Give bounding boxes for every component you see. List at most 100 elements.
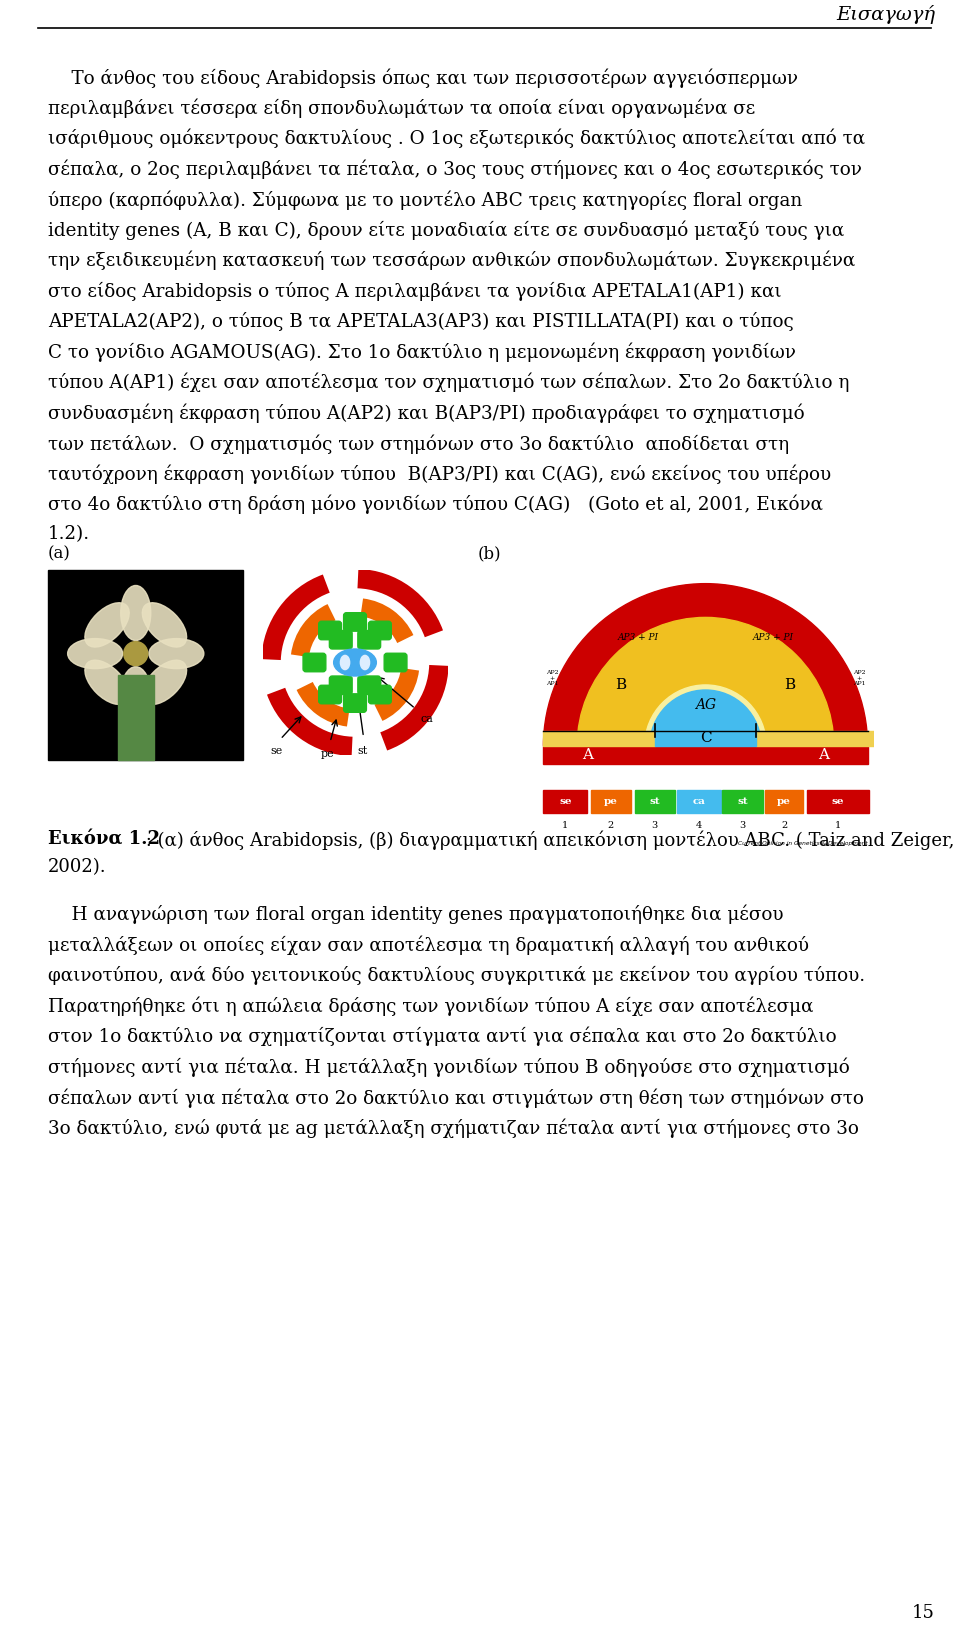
Text: ύπερο (καρπόφυλλα). Σύμφωνα με το μοντέλο ABC τρεις κατηγορίες floral organ: ύπερο (καρπόφυλλα). Σύμφωνα με το μοντέλ…: [48, 190, 803, 210]
Text: ισάριθμους ομόκεντρους δακτυλίους . Ο 1ος εξωτερικός δακτύλιος αποτελείται από τ: ισάριθμους ομόκεντρους δακτυλίους . Ο 1ο…: [48, 130, 865, 148]
Bar: [756, 730, 875, 745]
Ellipse shape: [84, 660, 130, 704]
Text: pe: pe: [777, 798, 791, 806]
Bar: [48, 569, 243, 760]
Text: στο είδος Arabidopsis ο τύπος Α περιλαμβάνει τα γονίδια APETALA1(AP1) και: στο είδος Arabidopsis ο τύπος Α περιλαμβ…: [48, 282, 781, 300]
Text: 3: 3: [652, 820, 658, 830]
Text: pe: pe: [604, 798, 618, 806]
Text: : (α) άνθος Arabidopsis, (β) διαγραμματική απεικόνιση μοντέλου ABC. ( Taiz and Z: : (α) άνθος Arabidopsis, (β) διαγραμματι…: [140, 830, 954, 850]
Text: st: st: [357, 747, 368, 757]
Ellipse shape: [360, 655, 370, 670]
Bar: [806, 789, 869, 814]
Text: 2: 2: [781, 820, 788, 830]
Text: A: A: [818, 748, 829, 761]
FancyBboxPatch shape: [358, 676, 380, 694]
Text: se: se: [559, 798, 571, 806]
Ellipse shape: [334, 648, 376, 676]
Text: C το γονίδιο AGAMOUS(AG). Στο 1ο δακτύλιο η μεμονωμένη έκφραση γονιδίων: C το γονίδιο AGAMOUS(AG). Στο 1ο δακτύλι…: [48, 343, 796, 363]
Text: ca: ca: [420, 714, 433, 724]
Text: B: B: [615, 678, 627, 693]
Bar: [590, 789, 632, 814]
Text: ca: ca: [692, 798, 706, 806]
Text: 2002).: 2002).: [48, 858, 107, 876]
Text: AP3 + PI: AP3 + PI: [753, 633, 794, 642]
FancyBboxPatch shape: [344, 612, 367, 632]
Circle shape: [124, 642, 148, 666]
Ellipse shape: [121, 666, 151, 722]
FancyBboxPatch shape: [319, 686, 342, 704]
Wedge shape: [577, 617, 834, 745]
Ellipse shape: [341, 655, 349, 670]
Bar: [764, 789, 804, 814]
Text: (a): (a): [48, 545, 71, 561]
Bar: [655, 730, 756, 745]
Text: σέπαλων αντί για πέταλα στο 2ο δακτύλιο και στιγμάτων στη θέση των στημόνων στο: σέπαλων αντί για πέταλα στο 2ο δακτύλιο …: [48, 1088, 864, 1108]
Text: στήμονες αντί για πέταλα. Η μετάλλαξη γονιδίων τύπου Β οδηγούσε στο σχηματισμό: στήμονες αντί για πέταλα. Η μετάλλαξη γο…: [48, 1057, 850, 1076]
Wedge shape: [543, 584, 868, 745]
Bar: [722, 789, 763, 814]
FancyBboxPatch shape: [303, 653, 325, 671]
FancyBboxPatch shape: [369, 622, 392, 640]
Text: σέπαλα, ο 2ος περιλαμβάνει τα πέταλα, ο 3ος τους στήμονες και ο 4ος εσωτερικός τ: σέπαλα, ο 2ος περιλαμβάνει τα πέταλα, ο …: [48, 159, 862, 179]
FancyBboxPatch shape: [369, 686, 392, 704]
Wedge shape: [645, 684, 766, 745]
Text: (b): (b): [478, 545, 502, 561]
Text: 1: 1: [563, 820, 568, 830]
Text: AG: AG: [695, 697, 716, 712]
Text: στον 1ο δακτύλιο να σχηματίζονται στίγματα αντί για σέπαλα και στο 2ο δακτύλιο: στον 1ο δακτύλιο να σχηματίζονται στίγμα…: [48, 1027, 836, 1047]
Bar: [677, 789, 721, 814]
Text: 2: 2: [608, 820, 614, 830]
Text: Εικόνα 1.2: Εικόνα 1.2: [48, 830, 160, 848]
Text: 3: 3: [739, 820, 746, 830]
Text: Η αναγνώριση των floral organ identity genes πραγματοποιήθηκε δια μέσου: Η αναγνώριση των floral organ identity g…: [48, 904, 783, 924]
Ellipse shape: [149, 638, 204, 668]
FancyBboxPatch shape: [319, 622, 342, 640]
Text: se: se: [271, 747, 283, 757]
Text: ταυτόχρονη έκφραση γονιδίων τύπου  Β(AP3/PI) και C(AG), ενώ εκείνος του υπέρου: ταυτόχρονη έκφραση γονιδίων τύπου Β(AP3/…: [48, 464, 831, 484]
Bar: [543, 745, 868, 765]
Text: στο 4ο δακτύλιο στη δράση μόνο γονιδίων τύπου C(AG)   (Goto et al, 2001, Εικόνα: στο 4ο δακτύλιο στη δράση μόνο γονιδίων …: [48, 496, 823, 515]
Text: AP2
+
AP1: AP2 + AP1: [545, 670, 558, 686]
Wedge shape: [650, 689, 761, 745]
Text: pe: pe: [322, 750, 335, 760]
Ellipse shape: [142, 660, 186, 704]
Text: Εισαγωγή: Εισαγωγή: [836, 5, 935, 25]
Text: των πετάλων.  Ο σχηματισμός των στημόνων στο 3ο δακτύλιο  αποδίδεται στη: των πετάλων. Ο σχηματισμός των στημόνων …: [48, 433, 789, 453]
Text: C: C: [700, 732, 711, 745]
FancyBboxPatch shape: [358, 630, 380, 648]
Ellipse shape: [67, 638, 123, 668]
Text: την εξειδικευμένη κατασκευή των τεσσάρων ανθικών σπονδυλωμάτων. Συγκεκριμένα: την εξειδικευμένη κατασκευή των τεσσάρων…: [48, 251, 855, 271]
Text: se: se: [831, 798, 844, 806]
FancyBboxPatch shape: [344, 694, 367, 712]
Text: identity genes (A, B και C), δρουν είτε μοναδιαία είτε σε συνδυασμό μεταξύ τους : identity genes (A, B και C), δρουν είτε …: [48, 220, 844, 240]
Bar: [118, 674, 154, 760]
Text: st: st: [737, 798, 748, 806]
Text: APETALA2(AP2), ο τύπος Β τα APETALA3(AP3) και PISTILLATA(PI) και ο τύπος: APETALA2(AP2), ο τύπος Β τα APETALA3(AP3…: [48, 312, 794, 331]
Text: AP2
+
AP1: AP2 + AP1: [852, 670, 866, 686]
Text: φαινοτύπου, ανά δύο γειτονικούς δακτυλίους συγκριτικά με εκείνον του αγρίου τύπο: φαινοτύπου, ανά δύο γειτονικούς δακτυλίο…: [48, 967, 865, 985]
Bar: [543, 789, 588, 814]
Text: 15: 15: [912, 1603, 935, 1621]
Text: συνδυασμένη έκφραση τύπου Α(AP2) και Β(AP3/PI) προδιαγράφει το σχηματισμό: συνδυασμένη έκφραση τύπου Α(AP2) και Β(A…: [48, 404, 804, 423]
FancyBboxPatch shape: [384, 653, 407, 671]
Text: μεταλλάξεων οι οποίες είχαν σαν αποτέλεσμα τη δραματική αλλαγή του ανθικού: μεταλλάξεων οι οποίες είχαν σαν αποτέλεσ…: [48, 935, 809, 955]
Text: περιλαμβάνει τέσσερα είδη σπονδυλωμάτων τα οποία είναι οργανωμένα σε: περιλαμβάνει τέσσερα είδη σπονδυλωμάτων …: [48, 98, 756, 118]
Text: 4: 4: [696, 820, 702, 830]
Text: 1.2).: 1.2).: [48, 525, 90, 543]
Text: 3ο δακτύλιο, ενώ φυτά με ag μετάλλαξη σχήματιζαν πέταλα αντί για στήμονες στο 3ο: 3ο δακτύλιο, ενώ φυτά με ag μετάλλαξη σχ…: [48, 1119, 859, 1137]
FancyBboxPatch shape: [329, 676, 352, 694]
Text: 1: 1: [835, 820, 841, 830]
Text: B: B: [784, 678, 796, 693]
Text: Το άνθος του είδους Arabidopsis όπως και των περισσοτέρων αγγειόσπερμων: Το άνθος του είδους Arabidopsis όπως και…: [48, 67, 798, 87]
Ellipse shape: [121, 586, 151, 640]
Text: AP3 + PI: AP3 + PI: [617, 633, 659, 642]
Ellipse shape: [84, 602, 130, 647]
Text: A: A: [582, 748, 593, 761]
Text: τύπου Α(AP1) έχει σαν αποτέλεσμα τον σχηματισμό των σέπαλων. Στο 2ο δακτύλιο η: τύπου Α(AP1) έχει σαν αποτέλεσμα τον σχη…: [48, 373, 850, 392]
FancyBboxPatch shape: [329, 630, 352, 648]
Text: Current Opinion in Genetics & Development: Current Opinion in Genetics & Developmen…: [738, 842, 868, 847]
Text: Παρατηρήθηκε ότι η απώλεια δράσης των γονιδίων τύπου Α είχε σαν αποτέλεσμα: Παρατηρήθηκε ότι η απώλεια δράσης των γο…: [48, 996, 813, 1016]
Ellipse shape: [142, 602, 186, 647]
Text: st: st: [650, 798, 660, 806]
Bar: [635, 789, 675, 814]
